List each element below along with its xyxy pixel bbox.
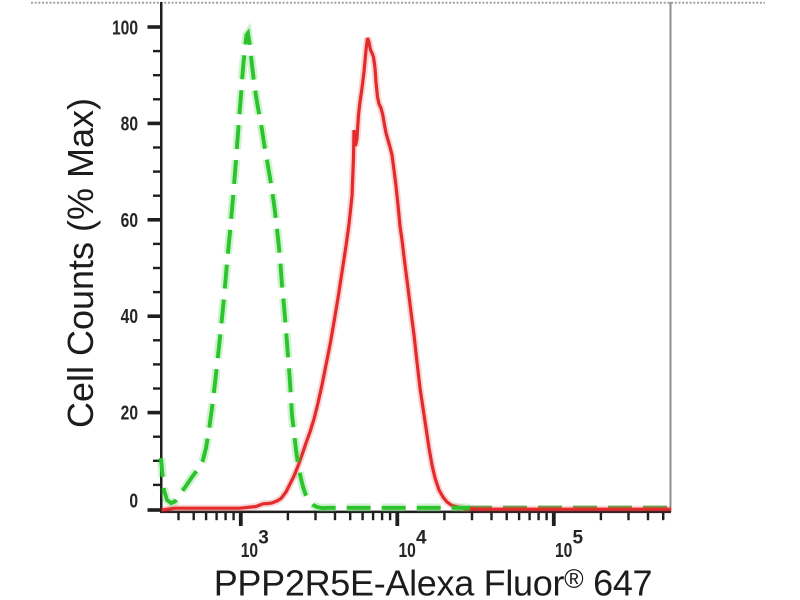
- svg-text:3: 3: [258, 528, 269, 549]
- svg-text:100: 100: [112, 16, 138, 38]
- svg-text:5: 5: [573, 528, 584, 549]
- svg-text:0: 0: [129, 490, 138, 512]
- svg-text:Cell Counts (% Max): Cell Counts (% Max): [60, 98, 101, 428]
- svg-text:60: 60: [121, 209, 138, 231]
- svg-text:10: 10: [399, 539, 416, 561]
- svg-text:40: 40: [121, 305, 138, 327]
- svg-text:4: 4: [416, 528, 427, 549]
- svg-text:10: 10: [555, 539, 572, 561]
- svg-text:PPP2R5E-Alexa Fluor® 647: PPP2R5E-Alexa Fluor® 647: [214, 563, 653, 600]
- svg-text:80: 80: [121, 113, 138, 135]
- svg-text:10: 10: [241, 539, 258, 561]
- svg-text:20: 20: [121, 401, 138, 423]
